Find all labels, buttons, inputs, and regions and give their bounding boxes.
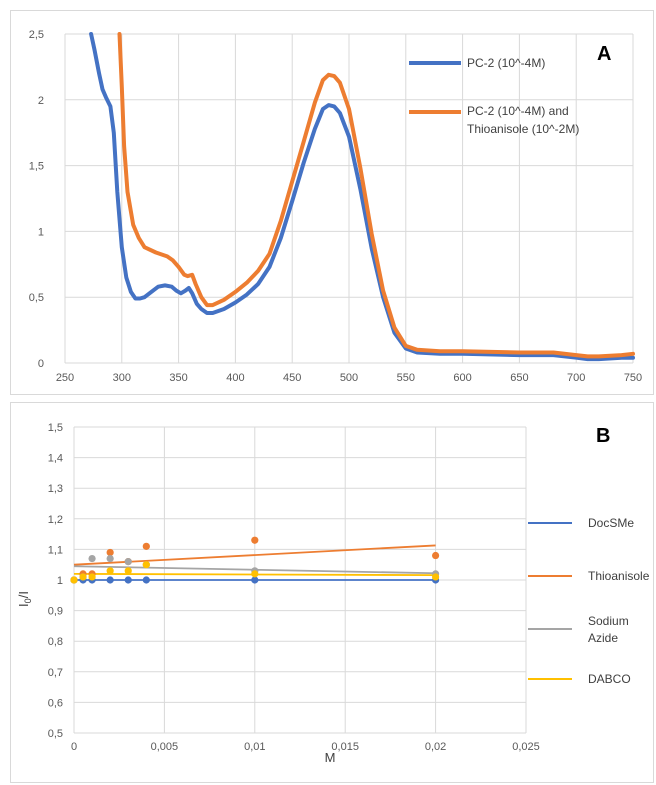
chart-panel-b: 0 0,005 0,01 0,015 0,02 0,025 0,5 0,6 0,7 0,8 0,9 1… [10, 402, 654, 783]
trend-line-thioanisole [73, 544, 436, 566]
chart-a-y-tick: 2 [38, 95, 44, 107]
chart-a-x-tick: 250 [56, 372, 74, 384]
chart-a-x-tick: 550 [397, 372, 415, 384]
chart-a-x-tick: 600 [453, 372, 471, 384]
chart-b-y-tick: 0,8 [48, 636, 63, 648]
chart-a-svg: 250 300 350 400 450 500 550 600 650 700 750 0 0,5 1 1,… [29, 29, 642, 384]
chart-a-y-tick: 1 [38, 226, 44, 238]
panel-letter-b: B [596, 425, 610, 447]
point-dabco [432, 573, 440, 581]
legend-label-docsme: DocSMe [588, 516, 634, 530]
legend-label-sodium-azide: Sodium Azide [588, 614, 629, 645]
chart-a-tick-labels: 250 300 350 400 450 500 550 600 650 700 750 0 0,5 1 1,… [29, 29, 642, 384]
point-docsme [124, 576, 132, 584]
chart-a-x-tick: 400 [226, 372, 244, 384]
point-dabco [106, 567, 114, 575]
point-docsme [106, 576, 114, 584]
chart-b-x-tick: 0,02 [425, 741, 446, 753]
point-sodium-azide [106, 554, 114, 563]
chart-b-x-tick: 0,025 [512, 741, 540, 753]
chart-a-x-tick: 450 [283, 372, 301, 384]
legend-label-pc2-thioanisole: PC-2 (10^-4M) and Thioanisole (10^-2M) [467, 104, 579, 136]
point-sodium-azide [124, 558, 132, 566]
chart-b-y-tick: 1,1 [48, 544, 63, 556]
y-axis-title: I0/I [16, 591, 33, 607]
chart-b-x-tick: 0 [71, 741, 77, 753]
point-dabco [251, 570, 259, 578]
chart-a-x-tick: 500 [340, 372, 358, 384]
chart-b-legend: DocSMe Thioanisole Sodium Azide DABCO [528, 516, 650, 686]
chart-b-x-tick: 0,015 [331, 741, 359, 753]
chart-panel-a: 250 300 350 400 450 500 550 600 650 700 750 0 0,5 1 1,… [10, 10, 654, 395]
chart-a-x-tick: 350 [169, 372, 187, 384]
point-dabco [79, 573, 87, 581]
chart-b-y-tick: 1,5 [48, 422, 63, 434]
chart-a-y-tick: 0,5 [29, 292, 44, 304]
point-thioanisole [106, 548, 114, 557]
chart-a-legend: PC-2 (10^-4M) PC-2 (10^-4M) and Thioanisol… [409, 56, 579, 136]
point-thioanisole [142, 542, 150, 550]
series-line-pc2 [89, 32, 635, 362]
point-thioanisole [432, 551, 440, 560]
chart-b-svg: 0 0,005 0,01 0,015 0,02 0,025 0,5 0,6 0,7 0,8 0,9 1… [16, 422, 650, 765]
chart-a-x-tick: 750 [624, 372, 642, 384]
chart-a-y-tick: 2,5 [29, 29, 44, 41]
chart-a-gridlines [64, 33, 634, 364]
x-axis-title: M [325, 750, 336, 765]
chart-a-x-tick: 300 [113, 372, 131, 384]
legend-label-pc2: PC-2 (10^-4M) [467, 56, 545, 70]
chart-b-y-tick: 0,9 [48, 606, 63, 618]
chart-a-x-tick: 650 [510, 372, 528, 384]
chart-b-series [70, 536, 440, 584]
point-dabco [88, 573, 96, 581]
chart-a-y-tick: 1,5 [29, 161, 44, 173]
chart-a-series [89, 32, 635, 362]
point-dabco [142, 561, 150, 569]
point-dabco [70, 576, 78, 584]
chart-b-y-tick: 0,5 [48, 728, 63, 740]
chart-b-y-tick: 1,3 [48, 483, 63, 495]
point-docsme [251, 576, 259, 584]
series-line-pc2-thioanisole [117, 32, 635, 359]
chart-b-y-tick: 1,4 [48, 453, 63, 465]
chart-b-x-tick: 0,01 [244, 741, 265, 753]
chart-a-y-tick: 0 [38, 358, 44, 370]
chart-b-x-tick: 0,005 [151, 741, 179, 753]
chart-b-y-tick: 0,6 [48, 697, 63, 709]
point-dabco [124, 567, 132, 575]
point-docsme [142, 576, 150, 584]
legend-label-dabco: DABCO [588, 672, 631, 686]
legend-label-thioanisole: Thioanisole [588, 569, 650, 583]
point-thioanisole [251, 536, 259, 544]
point-sodium-azide [88, 554, 96, 563]
chart-b-y-tick: 1 [57, 575, 63, 587]
chart-b-y-tick: 0,7 [48, 667, 63, 679]
chart-b-tick-labels: 0 0,005 0,01 0,015 0,02 0,025 0,5 0,6 0,7 0,8 0,9 1… [48, 422, 540, 753]
panel-letter-a: A [597, 43, 611, 65]
chart-b-y-tick: 1,2 [48, 514, 63, 526]
chart-a-x-tick: 700 [567, 372, 585, 384]
